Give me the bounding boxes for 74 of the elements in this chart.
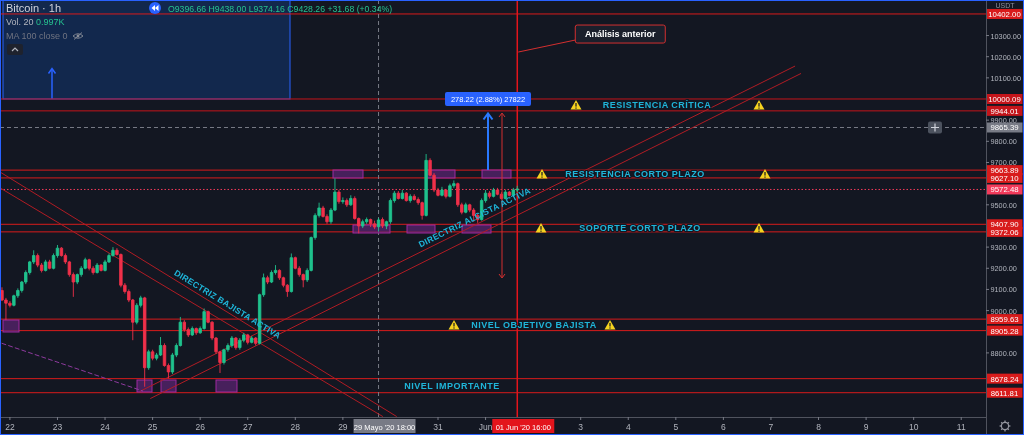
x-tick-label: 28 [290,422,301,432]
candlestick [202,308,206,331]
candlestick [43,259,48,272]
candlestick [265,275,270,285]
candlestick [420,201,424,221]
x-tick-label: 31 [433,422,443,432]
candlestick [376,217,381,232]
x-tick-label: 27 [243,422,253,432]
x-tick-label: 26 [195,422,206,432]
x-tick-label: Jun [478,422,493,432]
candlestick [464,202,468,214]
candlestick [424,153,428,217]
x-tick-label: 9 [863,422,869,432]
candlestick [444,188,448,199]
annotation: MA 100 close 0 [6,31,68,41]
candlestick [507,190,512,197]
candlestick [146,349,151,371]
candlestick [372,220,377,230]
x-tick-label: 23 [52,422,63,432]
candlestick [194,327,198,336]
x-tick-label: 29 [338,422,348,432]
candlestick [400,189,405,200]
candlestick [99,263,103,272]
candlestick [396,190,401,200]
candlestick [487,190,492,199]
candlestick [143,296,147,388]
candlestick [349,194,353,207]
candlestick [35,253,40,268]
candlestick [158,336,163,357]
candlestick [238,337,242,351]
candlestick [440,186,444,197]
candlestick [345,198,349,208]
candlestick [234,336,238,351]
candlestick [95,262,99,275]
annotation: RESISTENCIA CRÍTICA [602,100,712,110]
x-tick-label: 4 [625,422,631,432]
candlestick [448,183,452,198]
x-tick-label: 11 [956,422,966,432]
candlestick [289,253,294,294]
candlestick [503,189,508,200]
x-tick-label: 3 [578,422,584,432]
candlestick [380,217,385,229]
x-tick-label: 6 [721,422,727,432]
x-tick-label: 25 [147,422,158,432]
candlestick [511,187,515,197]
candlestick [495,187,500,196]
annotation: SOPORTE CORTO PLAZO [579,223,701,234]
x-tick-label: 7 [768,422,774,432]
annotation: Vol. 20 0.997K [6,17,65,27]
candlestick [182,319,186,333]
candlestick [364,217,369,225]
candlestick [361,219,365,229]
candlestick [190,326,194,337]
candlestick [368,218,373,228]
candlestick [87,258,91,271]
x-tick-label: 5 [673,422,679,432]
x-tick-label: 22 [5,422,15,432]
candlestick [408,193,412,204]
x-tick-label: 24 [100,422,111,432]
annotation: NIVEL IMPORTANTE [404,380,500,391]
candlestick [269,269,274,284]
candlestick [491,187,496,198]
candlestick [230,335,234,349]
candlestick [412,193,416,202]
x-tick-label: 8 [816,422,822,432]
candlestick [341,196,345,205]
candlestick [150,349,155,361]
x-tick-label: 10 [908,422,919,432]
chart-title: Bitcoin · 1h [6,2,62,14]
candlestick [404,191,408,203]
candlestick [246,333,250,345]
candlestick [47,259,52,270]
candlestick [337,189,341,205]
annotation: Análisis anterior [585,29,657,40]
